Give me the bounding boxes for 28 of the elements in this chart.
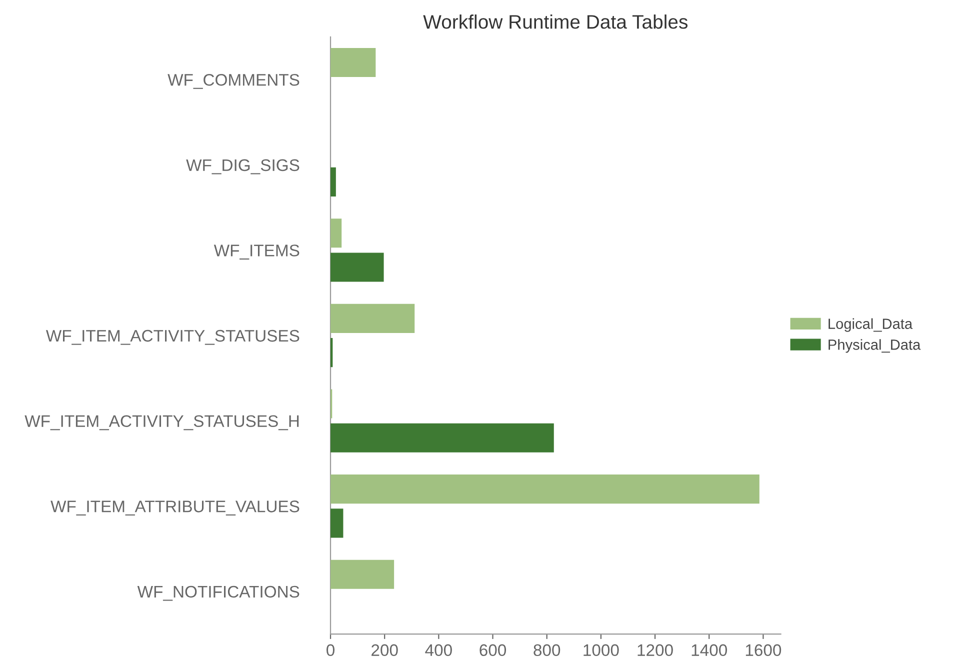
x-tick-label: 600 xyxy=(480,644,506,656)
legend-label: Logical_Data xyxy=(828,318,913,332)
bar xyxy=(330,304,415,333)
bar xyxy=(330,48,376,77)
bar xyxy=(330,252,384,282)
x-tick-label: 1400 xyxy=(692,644,727,656)
x-tick-label: 200 xyxy=(372,644,398,656)
bar xyxy=(330,167,336,196)
x-tick-label: 800 xyxy=(534,644,560,656)
y-tick-label: WF_DIG_SIGS xyxy=(186,159,300,174)
x-tick-label: 1200 xyxy=(638,644,673,656)
y-tick-label: WF_COMMENTS xyxy=(168,74,300,89)
bar xyxy=(330,218,342,248)
y-tick-label: WF_ITEM_ACTIVITY_STATUSES xyxy=(46,330,300,345)
x-tick-label: 400 xyxy=(425,644,452,656)
y-tick-label: WF_NOTIFICATIONS xyxy=(137,586,300,601)
bar xyxy=(330,423,554,452)
legend-label: Physical_Data xyxy=(828,339,921,353)
bar xyxy=(330,560,394,589)
bar xyxy=(330,474,760,504)
x-tick-label: 0 xyxy=(326,644,334,656)
chart-title: Workflow Runtime Data Tables xyxy=(423,14,688,29)
bar xyxy=(330,508,344,538)
y-tick-label: WF_ITEMS xyxy=(214,244,300,260)
x-tick-label: 1000 xyxy=(584,644,619,656)
x-tick-label: 1600 xyxy=(746,644,782,656)
y-tick-label: WF_ITEM_ACTIVITY_STATUSES_H xyxy=(24,415,299,430)
y-tick-label: WF_ITEM_ATTRIBUTE_VALUES xyxy=(50,500,300,516)
